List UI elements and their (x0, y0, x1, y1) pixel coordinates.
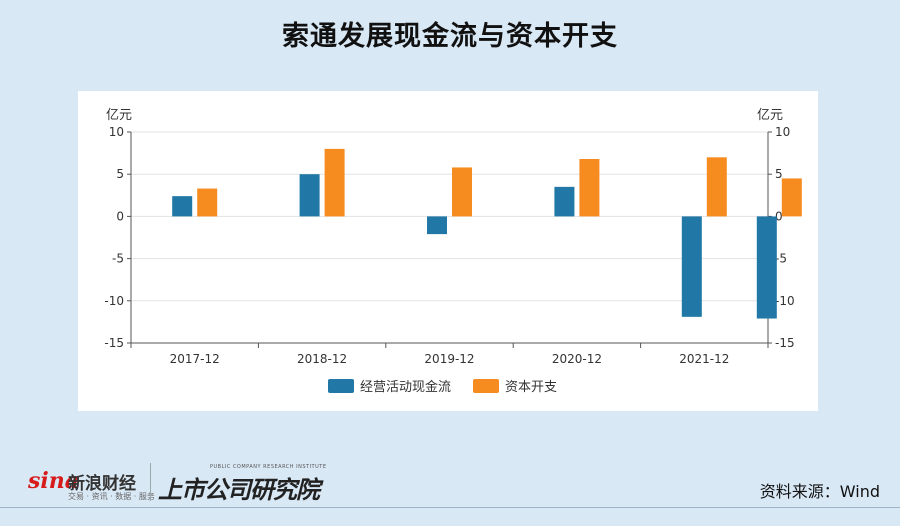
bar-chart: 10 10 5 5 0 0 -5 -5 -10 -10 -15 -15 亿元 亿元 2017-12 2018-… (104, 108, 802, 395)
y-tick-label-right: 10 (775, 125, 790, 139)
y-tick-label-right: 0 (775, 209, 783, 223)
x-tick-label: 2017-12 (170, 352, 220, 366)
bar-operating-cash-flow (172, 196, 193, 217)
institute-name: 上市公司研究院 (158, 476, 320, 504)
legend-label: 资本开支 (505, 380, 557, 395)
y-unit-right: 亿元 (757, 108, 783, 123)
y-tick-label-right: -5 (775, 252, 787, 266)
y-tick-label-left: 0 (116, 209, 124, 223)
bar-operating-cash-flow (427, 216, 447, 235)
y-unit-left: 亿元 (106, 108, 132, 123)
chart-title: 索通发展现金流与资本开支 (282, 21, 618, 52)
bar-capex (324, 148, 345, 217)
y-tick-label-right: 5 (775, 167, 783, 181)
x-tick-label: 2018-12 (297, 352, 347, 366)
legend-label: 经营活动现金流 (360, 379, 451, 395)
bar-capex (706, 157, 727, 217)
bar-capex (579, 159, 600, 217)
sina-name: 新浪财经 (68, 474, 136, 494)
footer-divider (0, 507, 900, 508)
institute-tagline: PUBLIC COMPANY RESEARCH INSTITUTE (210, 464, 327, 470)
bar-capex (452, 167, 472, 217)
legend-swatch (473, 379, 499, 393)
x-tick-label: 2021-12 (679, 352, 729, 366)
y-tick-label-right: -15 (775, 336, 795, 350)
bar-operating-cash-flow (299, 174, 320, 217)
legend-swatch (328, 379, 354, 393)
logo-divider (150, 463, 151, 501)
y-tick-label-left: 5 (116, 167, 124, 181)
bar-capex (197, 188, 218, 217)
bar-capex (781, 178, 802, 217)
y-tick-label-right: -10 (775, 294, 795, 308)
y-tick-label-left: -15 (104, 336, 124, 350)
chart-panel: 10 10 5 5 0 0 -5 -5 -10 -10 -15 -15 亿元 亿元 2017-12 2018-… (78, 91, 818, 411)
sina-wordmark: sina (28, 468, 79, 494)
bar-operating-cash-flow (756, 216, 777, 319)
bar-operating-cash-flow (681, 216, 702, 317)
sina-subtitle: 交易 · 资讯 · 数据 · 服务 (68, 492, 155, 501)
y-tick-label-left: -10 (104, 294, 124, 308)
x-tick-label: 2020-12 (552, 352, 602, 366)
x-tick-label: 2019-12 (424, 352, 474, 366)
y-tick-label-left: -5 (112, 252, 124, 266)
institute-logo: PUBLIC COMPANY RESEARCH INSTITUTE 上市公司研究… (158, 462, 326, 504)
sina-finance-logo: sina 新浪财经 交易 · 资讯 · 数据 · 服务 (28, 462, 155, 502)
data-source: 资料来源：Wind (759, 482, 880, 501)
bar-operating-cash-flow (554, 186, 575, 217)
y-tick-label-left: 10 (109, 125, 124, 139)
